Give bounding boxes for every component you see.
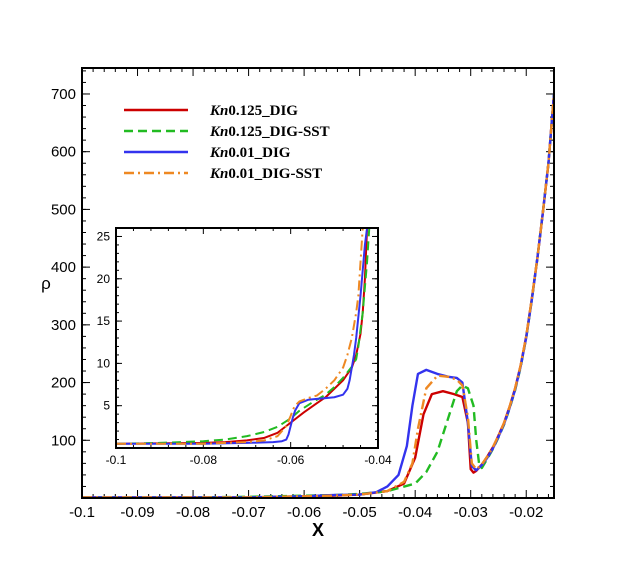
main-plot-frame xyxy=(81,67,555,499)
legend-label-1: Kn0.125_DIG-SST xyxy=(209,124,330,140)
x-tick-label: -0.1 xyxy=(69,504,95,521)
y-tick-label: 500 xyxy=(51,201,76,218)
inset-plot-frame xyxy=(115,227,379,449)
main-tick-labels: -0.1 -0.09 -0.08 -0.07 -0.06 -0.05 -0.04 -0.03 -… xyxy=(51,86,543,521)
y-tick-label: 10 xyxy=(97,356,111,370)
x-tick-label: -0.05 xyxy=(343,504,377,521)
x-tick-label: -0.06 xyxy=(287,504,321,521)
x-tick-label: -0.1 xyxy=(106,453,127,467)
x-tick-label: -0.04 xyxy=(398,504,432,521)
main-series-group xyxy=(82,93,554,498)
y-tick-label: 100 xyxy=(51,432,76,449)
x-tick-label: -0.08 xyxy=(190,453,218,467)
series-line-3 xyxy=(116,228,364,445)
y-axis-label: ρ xyxy=(41,274,51,293)
y-tick-label: 200 xyxy=(51,375,76,392)
legend-label-2: Kn0.01_DIG xyxy=(209,145,291,161)
inset-series-group xyxy=(116,228,371,445)
x-tick-label: -0.08 xyxy=(176,504,210,521)
y-tick-label: 25 xyxy=(97,229,111,243)
x-tick-label: -0.06 xyxy=(277,453,305,467)
y-tick-label: 600 xyxy=(51,144,76,161)
x-tick-label: -0.02 xyxy=(509,504,543,521)
series-line-1 xyxy=(116,228,371,445)
y-tick-label: 20 xyxy=(97,272,111,286)
legend-label-0: Kn0.125_DIG xyxy=(209,103,298,119)
inset-background xyxy=(116,228,378,448)
legend: Kn0.125_DIG Kn0.125_DIG-SST Kn0.01_DIG Kn0.… xyxy=(124,103,330,182)
x-tick-label: -0.09 xyxy=(120,504,154,521)
series-line-2 xyxy=(116,228,369,445)
x-axis-label: X xyxy=(312,520,324,540)
x-tick-label: -0.04 xyxy=(364,453,392,467)
y-tick-label: 5 xyxy=(103,399,110,413)
y-tick-label: 300 xyxy=(51,317,76,334)
legend-label-3: Kn0.01_DIG-SST xyxy=(209,166,322,182)
x-tick-label: -0.07 xyxy=(231,504,265,521)
x-tick-label: -0.03 xyxy=(454,504,488,521)
inset-tick-labels: -0.1 -0.08 -0.06 -0.04 5 10 15 20 25 xyxy=(97,229,392,467)
series-line-3 xyxy=(82,93,554,498)
y-tick-label: 15 xyxy=(97,314,111,328)
y-tick-label: 700 xyxy=(51,86,76,103)
y-tick-label: 400 xyxy=(51,259,76,276)
